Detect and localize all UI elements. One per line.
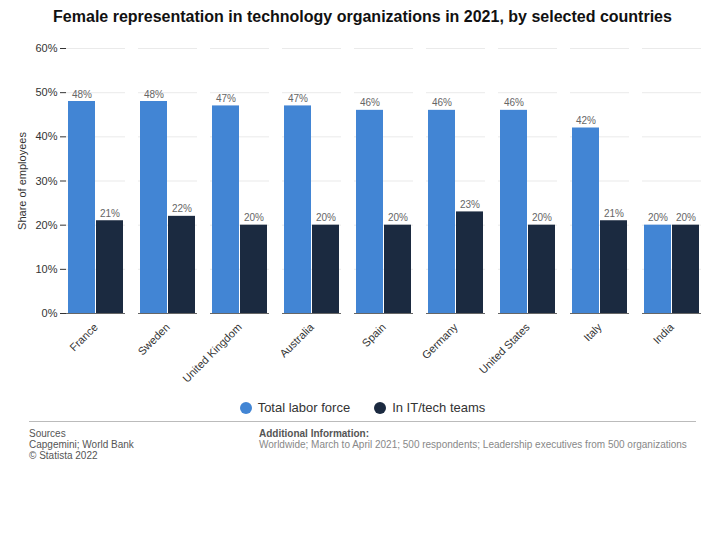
svg-text:46%: 46% [504, 97, 524, 108]
svg-text:10%: 10% [35, 263, 57, 275]
svg-text:Share of employees: Share of employees [16, 132, 28, 230]
svg-text:48%: 48% [72, 89, 92, 100]
svg-text:Germany: Germany [419, 320, 460, 361]
svg-text:20%: 20% [388, 212, 408, 223]
svg-text:0%: 0% [42, 307, 58, 319]
svg-text:Spain: Spain [360, 321, 388, 349]
svg-text:21%: 21% [604, 208, 624, 219]
svg-text:20%: 20% [35, 219, 57, 231]
svg-text:46%: 46% [360, 97, 380, 108]
svg-text:22%: 22% [172, 203, 192, 214]
svg-text:20%: 20% [648, 212, 668, 223]
svg-text:Italy: Italy [581, 320, 604, 343]
svg-text:60%: 60% [35, 42, 57, 54]
svg-text:23%: 23% [460, 199, 480, 210]
svg-text:46%: 46% [432, 97, 452, 108]
svg-text:42%: 42% [576, 115, 596, 126]
html-text:In IT/tech teams: In IT/tech teams [392, 400, 486, 415]
svg-text:India: India [651, 320, 677, 346]
html-text:Sources Capgemini; World Bank: Sources Capgemini; World Bank © Statista… [29, 428, 134, 461]
svg-text:20%: 20% [676, 212, 696, 223]
svg-text:30%: 30% [35, 175, 57, 187]
svg-text:47%: 47% [216, 93, 236, 104]
svg-text:47%: 47% [288, 93, 308, 104]
svg-text:Sweden: Sweden [135, 321, 172, 358]
html-text:Total labor force: Total labor force [257, 400, 351, 415]
svg-text:20%: 20% [532, 212, 552, 223]
svg-text:40%: 40% [35, 130, 57, 142]
svg-text:20%: 20% [244, 212, 264, 223]
svg-text:France: France [67, 321, 100, 354]
svg-text:20%: 20% [316, 212, 336, 223]
svg-text:United States: United States [477, 320, 533, 376]
svg-text:United Kingdom: United Kingdom [180, 321, 244, 385]
html-text:Worldwide; March to April 2021: Worldwide; March to April 2021; 500 resp… [259, 439, 687, 450]
html-text:Additional Information:: Additional Information: [259, 428, 369, 439]
svg-text:50%: 50% [35, 86, 57, 98]
svg-text:48%: 48% [144, 89, 164, 100]
svg-text:21%: 21% [100, 208, 120, 219]
svg-text:Australia: Australia [277, 320, 316, 359]
html-text:Female representation in techn: Female representation in technology orga… [53, 8, 672, 25]
